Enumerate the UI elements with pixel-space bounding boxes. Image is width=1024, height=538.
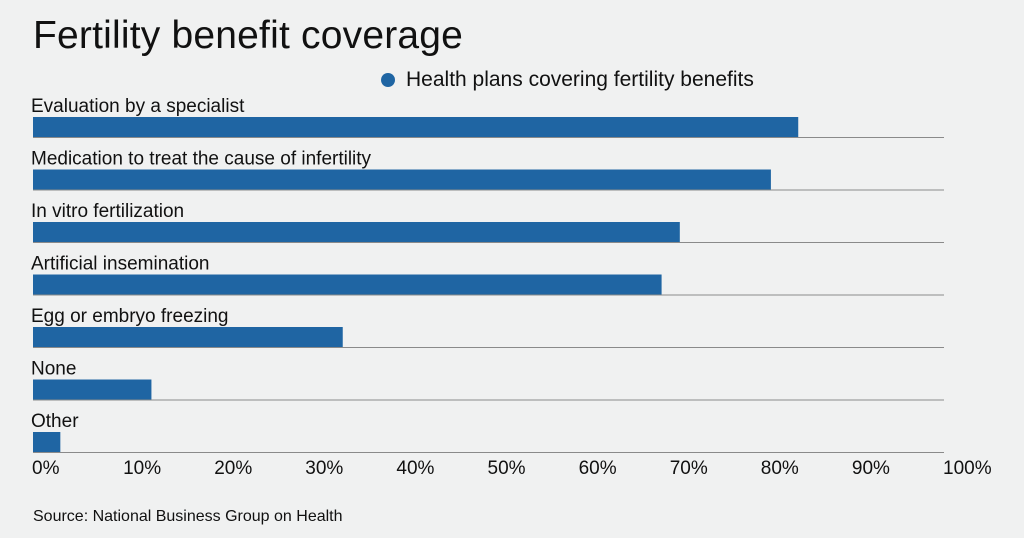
x-axis-ticks: 0% 10% 20% 30% 40% 50% 60% 70% 80% 90% 100% bbox=[32, 458, 992, 479]
x-tick-label: 70% bbox=[670, 458, 708, 479]
bar bbox=[33, 432, 61, 453]
source-note: Source: National Business Group on Healt… bbox=[33, 508, 343, 525]
x-tick-label: 30% bbox=[305, 458, 343, 479]
category-label: Egg or embryo freezing bbox=[31, 306, 229, 327]
category-label: None bbox=[31, 359, 76, 380]
bar bbox=[33, 379, 152, 401]
bar bbox=[33, 274, 662, 296]
x-tick-label: 80% bbox=[761, 458, 799, 479]
bar bbox=[33, 117, 799, 138]
category-label: Artificial insemination bbox=[31, 254, 209, 275]
x-tick-label: 60% bbox=[579, 458, 617, 479]
bar bbox=[33, 222, 680, 243]
bars-layer: Evaluation by a specialist Medication to … bbox=[31, 96, 944, 453]
x-tick-label: 40% bbox=[396, 458, 434, 479]
bar bbox=[33, 169, 771, 191]
x-tick-label: 90% bbox=[852, 458, 890, 479]
legend-swatch bbox=[381, 73, 395, 87]
category-label: Medication to treat the cause of inferti… bbox=[31, 149, 372, 170]
legend-label: Health plans covering fertility benefits bbox=[406, 68, 754, 91]
category-label: Other bbox=[31, 411, 79, 432]
x-tick-label: 100% bbox=[943, 458, 992, 479]
x-tick-label: 10% bbox=[123, 458, 161, 479]
x-tick-label: 20% bbox=[214, 458, 252, 479]
category-label: Evaluation by a specialist bbox=[31, 96, 245, 117]
x-tick-label: 0% bbox=[32, 458, 60, 479]
x-tick-label: 50% bbox=[488, 458, 526, 479]
legend: Health plans covering fertility benefits bbox=[381, 68, 754, 92]
bar bbox=[33, 327, 343, 348]
chart-title: Fertility benefit coverage bbox=[33, 14, 464, 57]
category-label: In vitro fertilization bbox=[31, 201, 184, 222]
bar-chart: Evaluation by a specialist Medication to … bbox=[31, 96, 992, 479]
